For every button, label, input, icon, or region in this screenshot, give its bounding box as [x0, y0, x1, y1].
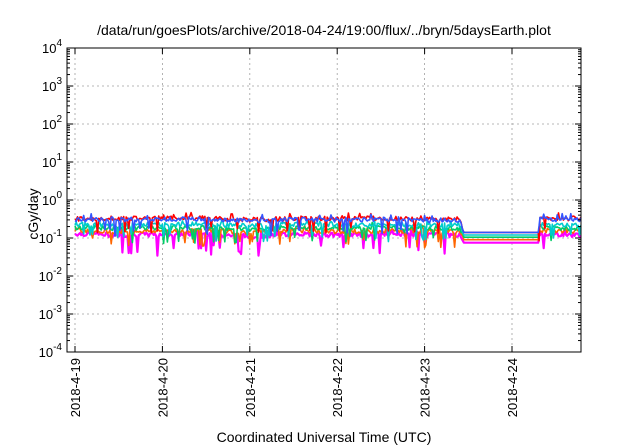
x-tick-label: 2018-4-21 — [243, 358, 258, 417]
x-tick-label: 2018-4-19 — [68, 358, 83, 417]
x-tick-label: 2018-4-22 — [330, 358, 345, 417]
series-line — [74, 218, 581, 243]
series-line — [74, 224, 581, 249]
series-line — [74, 221, 581, 245]
chart-title: /data/run/goesPlots/archive/2018-04-24/1… — [97, 22, 551, 38]
series-group — [74, 211, 581, 257]
series-line — [74, 212, 581, 237]
grid-lines — [67, 48, 581, 352]
y-tick-label: 10-4 — [39, 342, 63, 360]
y-tick-label: 103 — [42, 76, 62, 94]
y-tick-label: 10-2 — [39, 266, 63, 284]
y-tick-label: 10-3 — [39, 304, 63, 322]
series-line — [74, 227, 581, 257]
y-tick-label: 101 — [42, 152, 62, 170]
y-tick-label: 104 — [42, 38, 62, 56]
y-axis-label: cGy/day — [25, 188, 41, 239]
x-axis-label: Coordinated Universal Time (UTC) — [217, 429, 432, 445]
x-tick-label: 2018-4-24 — [505, 358, 520, 417]
y-tick-label: 102 — [42, 114, 62, 132]
y-tick-label: 100 — [42, 190, 62, 208]
axis-ticks: 10-4 10-3 10-2 10-1 100 101 102 103 104 2018-4-19… — [39, 38, 581, 417]
x-tick-label: 2018-4-23 — [418, 358, 433, 417]
x-tick-label: 2018-4-20 — [155, 358, 170, 417]
y-tick-label: 10-1 — [39, 228, 63, 246]
